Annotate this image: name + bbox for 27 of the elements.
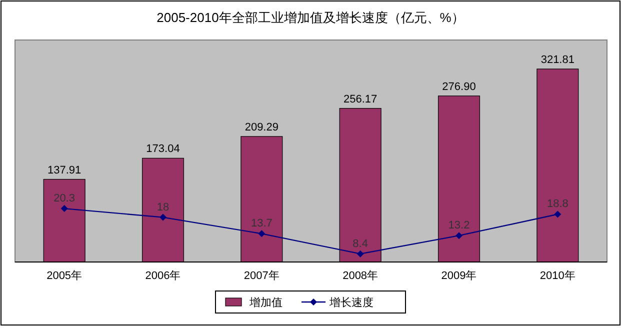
data-label: 321.81 bbox=[540, 54, 574, 66]
x-tick-label: 2009年 bbox=[441, 270, 477, 282]
x-tick-label: 2006年 bbox=[145, 270, 181, 282]
data-label: 18.8 bbox=[546, 198, 568, 210]
data-label: 137.91 bbox=[48, 164, 82, 176]
point bbox=[456, 232, 462, 240]
point bbox=[160, 214, 166, 221]
legend-label: 增加值 bbox=[248, 296, 282, 309]
data-label: 209.29 bbox=[244, 121, 278, 134]
x-tick-label: 2005年 bbox=[46, 270, 82, 282]
x-tick-label: 2007年 bbox=[244, 270, 280, 282]
point bbox=[258, 230, 266, 238]
data-label: 20.3 bbox=[54, 192, 76, 205]
data-label: 256.17 bbox=[344, 93, 378, 106]
point bbox=[554, 210, 562, 218]
x-tick-label: 2010年 bbox=[540, 270, 576, 282]
data-label: 276.90 bbox=[442, 80, 476, 93]
data-label: 173.04 bbox=[146, 143, 180, 156]
data-label: 18 bbox=[156, 201, 170, 214]
x-tick-label: 2008年 bbox=[342, 270, 378, 282]
data-label: 13.2 bbox=[448, 220, 470, 232]
data-label: 13.7 bbox=[250, 218, 272, 230]
chart-title: 2005-2010年全部工业增加值及增长速度（亿元、%） bbox=[156, 10, 464, 25]
data-label: 8.4 bbox=[352, 238, 368, 250]
legend-label: 增长速度 bbox=[328, 296, 374, 309]
point bbox=[356, 250, 364, 258]
point bbox=[60, 205, 68, 212]
